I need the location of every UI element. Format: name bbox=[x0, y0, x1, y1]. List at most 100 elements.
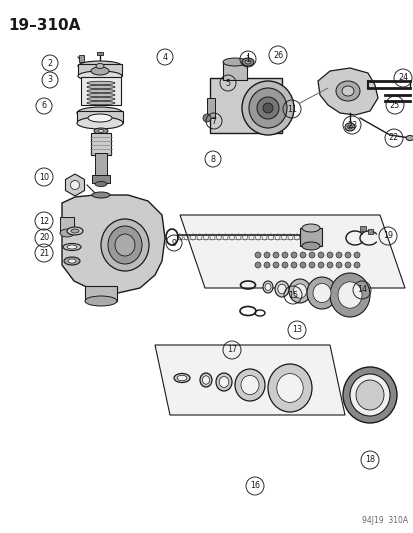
Text: 2: 2 bbox=[47, 59, 52, 68]
Circle shape bbox=[263, 262, 269, 268]
Ellipse shape bbox=[405, 135, 413, 141]
Ellipse shape bbox=[67, 245, 77, 249]
Ellipse shape bbox=[288, 279, 310, 303]
Circle shape bbox=[326, 262, 332, 268]
Text: 7: 7 bbox=[211, 117, 216, 125]
Text: 9: 9 bbox=[171, 238, 176, 247]
Circle shape bbox=[344, 262, 350, 268]
Bar bbox=[91, 133, 111, 155]
Ellipse shape bbox=[77, 117, 123, 129]
Ellipse shape bbox=[87, 101, 115, 105]
Text: 20: 20 bbox=[39, 233, 49, 243]
Ellipse shape bbox=[277, 284, 285, 294]
Ellipse shape bbox=[262, 281, 272, 293]
Circle shape bbox=[254, 252, 260, 258]
Text: 19: 19 bbox=[382, 231, 392, 240]
Ellipse shape bbox=[67, 227, 83, 235]
Ellipse shape bbox=[87, 89, 115, 93]
Text: 8: 8 bbox=[210, 155, 215, 164]
Ellipse shape bbox=[94, 128, 108, 134]
Circle shape bbox=[272, 252, 278, 258]
Ellipse shape bbox=[342, 367, 396, 423]
Text: 5: 5 bbox=[225, 78, 230, 87]
Ellipse shape bbox=[306, 277, 336, 309]
Circle shape bbox=[299, 252, 305, 258]
Bar bbox=[367, 229, 372, 234]
Polygon shape bbox=[317, 68, 377, 115]
Ellipse shape bbox=[88, 114, 112, 122]
Ellipse shape bbox=[108, 226, 142, 264]
Ellipse shape bbox=[199, 373, 211, 387]
Polygon shape bbox=[180, 215, 404, 288]
Ellipse shape bbox=[70, 181, 79, 190]
Ellipse shape bbox=[60, 229, 74, 237]
Text: 18: 18 bbox=[364, 456, 374, 464]
Ellipse shape bbox=[293, 284, 306, 298]
Ellipse shape bbox=[63, 244, 81, 251]
Bar bbox=[299, 228, 321, 246]
Text: 24: 24 bbox=[397, 74, 407, 83]
Bar bbox=[92, 175, 110, 183]
Bar bbox=[97, 52, 103, 55]
Text: 26: 26 bbox=[272, 51, 282, 60]
Text: 6: 6 bbox=[41, 101, 46, 110]
Ellipse shape bbox=[341, 86, 353, 96]
Circle shape bbox=[326, 252, 332, 258]
Ellipse shape bbox=[64, 257, 80, 265]
Ellipse shape bbox=[85, 296, 117, 306]
Circle shape bbox=[344, 252, 350, 258]
Text: 12: 12 bbox=[39, 216, 49, 225]
Ellipse shape bbox=[256, 97, 278, 119]
Text: 17: 17 bbox=[226, 345, 237, 354]
Bar bbox=[81, 77, 121, 105]
Text: 14: 14 bbox=[356, 286, 366, 295]
Bar bbox=[77, 111, 123, 123]
Ellipse shape bbox=[242, 81, 293, 135]
Ellipse shape bbox=[301, 224, 319, 232]
Circle shape bbox=[308, 252, 314, 258]
Ellipse shape bbox=[244, 60, 250, 64]
Circle shape bbox=[254, 262, 260, 268]
Circle shape bbox=[308, 262, 314, 268]
Ellipse shape bbox=[202, 376, 209, 384]
Bar bbox=[85, 286, 117, 301]
Circle shape bbox=[353, 252, 359, 258]
Ellipse shape bbox=[223, 58, 247, 66]
Ellipse shape bbox=[242, 58, 254, 66]
Circle shape bbox=[281, 262, 287, 268]
Text: 94J19  310A: 94J19 310A bbox=[361, 516, 407, 525]
Ellipse shape bbox=[96, 63, 104, 69]
Bar bbox=[223, 62, 247, 80]
Ellipse shape bbox=[312, 284, 330, 303]
Ellipse shape bbox=[267, 364, 311, 412]
Bar bbox=[359, 226, 365, 231]
Ellipse shape bbox=[248, 88, 286, 128]
Circle shape bbox=[281, 252, 287, 258]
Ellipse shape bbox=[98, 130, 104, 133]
Ellipse shape bbox=[78, 61, 122, 71]
Ellipse shape bbox=[344, 123, 354, 131]
Ellipse shape bbox=[115, 234, 135, 256]
Circle shape bbox=[317, 262, 323, 268]
Text: 25: 25 bbox=[389, 101, 399, 109]
Ellipse shape bbox=[177, 375, 186, 381]
Circle shape bbox=[317, 252, 323, 258]
Ellipse shape bbox=[101, 219, 149, 271]
Ellipse shape bbox=[173, 374, 190, 383]
Ellipse shape bbox=[347, 125, 351, 129]
Circle shape bbox=[353, 262, 359, 268]
Ellipse shape bbox=[92, 192, 110, 198]
Circle shape bbox=[335, 262, 341, 268]
Ellipse shape bbox=[202, 114, 211, 122]
Text: 3: 3 bbox=[47, 76, 52, 85]
Ellipse shape bbox=[87, 85, 115, 89]
Polygon shape bbox=[65, 174, 84, 196]
Ellipse shape bbox=[87, 81, 115, 85]
Circle shape bbox=[290, 252, 296, 258]
Circle shape bbox=[272, 262, 278, 268]
Ellipse shape bbox=[240, 375, 259, 394]
Ellipse shape bbox=[77, 107, 123, 119]
Text: 4: 4 bbox=[162, 52, 167, 61]
Circle shape bbox=[290, 262, 296, 268]
Circle shape bbox=[299, 262, 305, 268]
